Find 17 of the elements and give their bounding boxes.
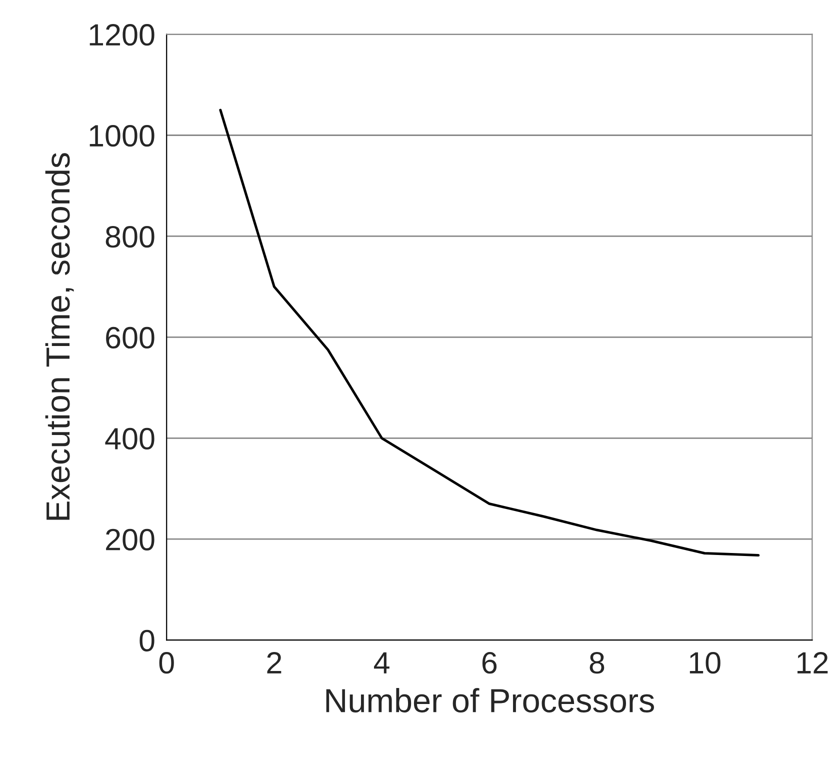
x-tick-label: 12 xyxy=(798,652,828,674)
x-tick-label: 10 xyxy=(690,652,720,674)
y-tick-label: 600 xyxy=(106,326,154,349)
x-tick-label: 2 xyxy=(267,652,282,674)
x-tick-label: 6 xyxy=(482,652,497,674)
y-tick-label: 800 xyxy=(106,226,154,248)
y-tick-label: 400 xyxy=(105,428,154,450)
x-tick-label: 0 xyxy=(159,652,174,674)
y-tick-label: 200 xyxy=(106,528,154,550)
line-series xyxy=(219,108,760,557)
x-tick-label: 4 xyxy=(374,652,390,674)
x-tick-label: 8 xyxy=(590,652,604,674)
y-tick-label: 0 xyxy=(140,630,154,652)
y-tick-label: 1200 xyxy=(90,24,154,46)
y-tick-label: 1000 xyxy=(90,124,154,147)
x-axis-title: Number of Processors xyxy=(326,688,654,712)
y-axis-title: Execution Time, seconds xyxy=(45,153,74,520)
